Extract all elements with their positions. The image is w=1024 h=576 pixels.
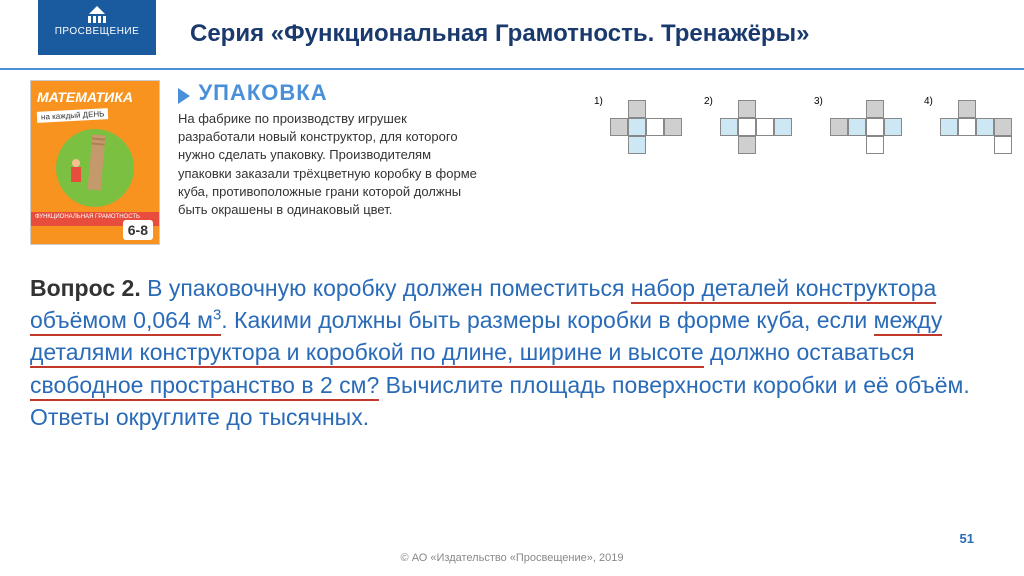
q-part3: должно оставаться	[704, 339, 915, 365]
net-cell	[830, 118, 848, 136]
net-cell	[994, 136, 1012, 154]
copyright: © АО «Издательство «Просвещение», 2019	[0, 552, 1024, 564]
net-cell	[738, 136, 756, 154]
net-cell	[958, 100, 976, 118]
net-cell	[646, 136, 664, 154]
section-label: УПАКОВКА	[198, 80, 327, 105]
net-cell	[940, 100, 958, 118]
net-label: 3)	[814, 96, 823, 107]
net-cell	[738, 118, 756, 136]
series-title: Серия «Функциональная Грамотность. Трена…	[190, 20, 809, 48]
person-icon	[70, 159, 82, 189]
net-grid	[720, 100, 792, 154]
net-cell	[738, 100, 756, 118]
net-cell	[976, 136, 994, 154]
cube-net: 4)	[940, 100, 1012, 154]
question-label: Вопрос 2.	[30, 275, 141, 301]
net-cell	[994, 118, 1012, 136]
net-cell	[774, 136, 792, 154]
cube-net: 1)	[610, 100, 682, 154]
section-heading: УПАКОВКА	[178, 80, 328, 106]
q-part2: . Какими должны быть размеры коробки в ф…	[221, 307, 873, 333]
net-cell	[940, 118, 958, 136]
book-cover: МАТЕМАТИКА на каждый ДЕНЬ ФУНКЦИОНАЛЬНАЯ…	[30, 80, 160, 245]
net-cell	[756, 118, 774, 136]
q-underline-3: свободное пространство в 2 см?	[30, 372, 379, 401]
book-title: МАТЕМАТИКА	[31, 81, 159, 105]
cube-nets-row: 1) 2) 3) 4)	[610, 100, 1012, 154]
net-cell	[958, 118, 976, 136]
net-cell	[994, 100, 1012, 118]
net-cell	[610, 118, 628, 136]
net-cell	[720, 100, 738, 118]
logo-columns-icon	[38, 16, 156, 23]
net-cell	[774, 100, 792, 118]
net-cell	[866, 118, 884, 136]
net-cell	[958, 136, 976, 154]
net-cell	[720, 136, 738, 154]
net-label: 4)	[924, 96, 933, 107]
net-cell	[830, 136, 848, 154]
net-cell	[866, 100, 884, 118]
net-cell	[848, 136, 866, 154]
net-cell	[976, 100, 994, 118]
book-illustration	[56, 129, 134, 207]
net-cell	[720, 118, 738, 136]
net-cell	[848, 100, 866, 118]
net-cell	[610, 100, 628, 118]
net-cell	[646, 118, 664, 136]
logo-text: ПРОСВЕЩЕНИЕ	[38, 26, 156, 37]
net-cell	[646, 100, 664, 118]
net-cell	[628, 118, 646, 136]
arrow-right-icon	[178, 88, 190, 104]
net-cell	[830, 100, 848, 118]
page-number: 51	[960, 531, 974, 546]
net-grid	[940, 100, 1012, 154]
net-cell	[610, 136, 628, 154]
net-cell	[884, 118, 902, 136]
net-cell	[628, 136, 646, 154]
tower-icon	[88, 135, 106, 191]
header: ПРОСВЕЩЕНИЕ Серия «Функциональная Грамот…	[0, 0, 1024, 70]
net-cell	[756, 100, 774, 118]
cube-net: 3)	[830, 100, 902, 154]
net-cell	[848, 118, 866, 136]
net-grid	[830, 100, 902, 154]
book-grade: 6-8	[123, 220, 153, 240]
net-cell	[628, 100, 646, 118]
publisher-logo: ПРОСВЕЩЕНИЕ	[38, 0, 156, 55]
net-label: 1)	[594, 96, 603, 107]
net-cell	[940, 136, 958, 154]
net-cell	[884, 136, 902, 154]
net-cell	[884, 100, 902, 118]
book-subtitle: на каждый ДЕНЬ	[37, 108, 109, 123]
net-cell	[774, 118, 792, 136]
net-cell	[976, 118, 994, 136]
cube-net: 2)	[720, 100, 792, 154]
net-grid	[610, 100, 682, 154]
question-text: Вопрос 2. В упаковочную коробку должен п…	[30, 272, 994, 433]
content-area: МАТЕМАТИКА на каждый ДЕНЬ ФУНКЦИОНАЛЬНАЯ…	[0, 70, 1024, 85]
net-cell	[756, 136, 774, 154]
net-cell	[664, 118, 682, 136]
logo-roof-icon	[89, 6, 105, 14]
net-cell	[664, 136, 682, 154]
net-cell	[664, 100, 682, 118]
intro-paragraph: На фабрике по производству игрушек разра…	[178, 110, 478, 219]
net-cell	[866, 136, 884, 154]
q-part1: В упаковочную коробку должен поместиться	[141, 275, 631, 301]
net-label: 2)	[704, 96, 713, 107]
